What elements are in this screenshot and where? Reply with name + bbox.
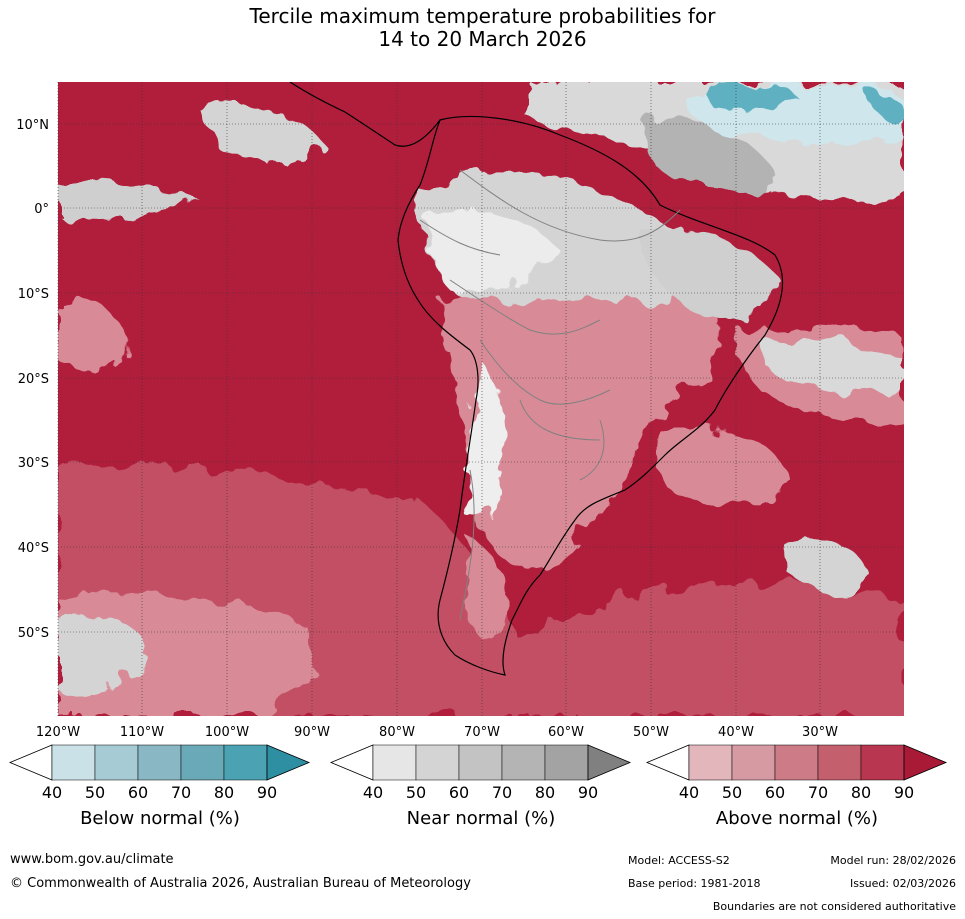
atlantic-below-mid-region bbox=[700, 84, 800, 110]
colorbar-above-segment bbox=[731, 744, 776, 781]
colorbar-below-low-arrow bbox=[8, 744, 53, 781]
colorbar-above-tick-label: 40 bbox=[679, 783, 699, 802]
lon-label-100w: 100°W bbox=[205, 725, 249, 740]
issued-date: Issued: 02/03/2026 bbox=[849, 877, 956, 890]
country-borders bbox=[419, 169, 681, 621]
lat-label-20s: 20°S bbox=[18, 372, 49, 387]
colorbar-near-tick-label: 90 bbox=[578, 783, 598, 802]
colorbar-below: 40 50 60 70 80 90 bbox=[8, 744, 311, 802]
colorbar-below-tick-label: 80 bbox=[214, 783, 234, 802]
south-atlantic-grey-region bbox=[760, 338, 904, 396]
south-pacific-grey-region bbox=[58, 616, 150, 694]
continent-above-light-region bbox=[440, 280, 721, 568]
title-line-2: 14 to 20 March 2026 bbox=[378, 27, 587, 51]
below-normal-label: Below normal (%) bbox=[80, 808, 240, 829]
colorbar-above: 40 50 60 70 80 90 bbox=[645, 744, 948, 802]
mid-atlantic-light-patch bbox=[657, 427, 790, 504]
base-period: Base period: 1981-2018 bbox=[628, 877, 761, 890]
colorbar-above-segment bbox=[774, 744, 819, 781]
probability-blobs bbox=[58, 82, 904, 716]
model-name: Model: ACCESS-S2 bbox=[628, 854, 730, 867]
south-pacific-light-region bbox=[58, 591, 313, 716]
colorbar-below-tick-label: 40 bbox=[42, 783, 62, 802]
colorbar-below-high-arrow bbox=[266, 744, 311, 781]
colorbar-near-high-arrow bbox=[587, 744, 632, 781]
lon-label-110w: 110°W bbox=[120, 725, 164, 740]
near-normal-label: Near normal (%) bbox=[406, 808, 556, 829]
colorbar-near-segment bbox=[501, 744, 546, 781]
website-link[interactable]: www.bom.gov.au/climate bbox=[10, 852, 174, 867]
lat-label-0: 0° bbox=[34, 202, 49, 217]
lon-label-60w: 60°W bbox=[548, 725, 584, 740]
colorbar-above-tick-label: 80 bbox=[851, 783, 871, 802]
above-normal-label: Above normal (%) bbox=[715, 808, 879, 829]
colorbar-below-tick-label: 50 bbox=[85, 783, 105, 802]
lon-label-40w: 40°W bbox=[718, 725, 754, 740]
colorbar-below-segment bbox=[223, 744, 268, 781]
colorbar-below-segment bbox=[137, 744, 182, 781]
colorbar-above-segment bbox=[688, 744, 733, 781]
colorbar-below-segment bbox=[180, 744, 225, 781]
south-pacific-light-band bbox=[58, 298, 122, 372]
colorbar-near-segment bbox=[415, 744, 460, 781]
colorbar-above-segment bbox=[817, 744, 862, 781]
lon-label-80w: 80°W bbox=[379, 725, 415, 740]
lon-label-120w: 120°W bbox=[36, 725, 80, 740]
colorbar-below-segment bbox=[51, 744, 96, 781]
colorbar-above-tick-label: 70 bbox=[808, 783, 828, 802]
central-america-coastline bbox=[289, 82, 441, 147]
lat-label-40s: 40°S bbox=[18, 541, 49, 556]
colorbar-below-tick-label: 60 bbox=[128, 783, 148, 802]
lon-label-90w: 90°W bbox=[294, 725, 330, 740]
lat-label-10n: 10°N bbox=[16, 118, 49, 133]
lat-label-30s: 30°S bbox=[18, 456, 49, 471]
pacific-grey-north-region bbox=[200, 106, 320, 164]
colorbar-above-high-arrow bbox=[903, 744, 948, 781]
chart-title: Tercile maximum temperature probabilitie… bbox=[0, 5, 965, 51]
colorbar-near-tick-label: 70 bbox=[492, 783, 512, 802]
map-field bbox=[58, 82, 904, 716]
colorbar-near-tick-label: 50 bbox=[406, 783, 426, 802]
andes-white-region bbox=[468, 360, 504, 522]
lon-label-50w: 50°W bbox=[633, 725, 669, 740]
graticule bbox=[57, 82, 904, 716]
colorbar-below-tick-label: 90 bbox=[257, 783, 277, 802]
pacific-grey-equator-region bbox=[58, 183, 200, 217]
mid-atlantic-grey-patch bbox=[780, 536, 870, 592]
colorbar-near-segment bbox=[458, 744, 503, 781]
copyright-text: © Commonwealth of Australia 2026, Austra… bbox=[10, 876, 471, 891]
colorbar-near-segment bbox=[372, 744, 417, 781]
lat-label-10s: 10°S bbox=[18, 287, 49, 302]
colorbar-above-tick-label: 50 bbox=[722, 783, 742, 802]
lat-label-50s: 50°S bbox=[18, 626, 49, 641]
colorbar-below-segment bbox=[94, 744, 139, 781]
colorbar-above-tick-label: 60 bbox=[765, 783, 785, 802]
atlantic-mid-grey-region bbox=[640, 118, 780, 191]
colorbar-near-tick-label: 60 bbox=[449, 783, 469, 802]
south-america-coastline bbox=[397, 115, 783, 676]
atlantic-below-east-region bbox=[870, 93, 904, 122]
colorbars: 40 50 60 70 80 90 40 50 60 70 80 90 40 50 60 70 80 90 bbox=[8, 744, 948, 802]
colorbar-near-tick-label: 80 bbox=[535, 783, 555, 802]
colorbar-near: 40 50 60 70 80 90 bbox=[329, 744, 632, 802]
colorbar-above-segment bbox=[860, 744, 905, 781]
colorbar-near-tick-label: 40 bbox=[363, 783, 383, 802]
title-line-1: Tercile maximum temperature probabilitie… bbox=[249, 4, 716, 28]
colorbar-near-low-arrow bbox=[329, 744, 374, 781]
colorbar-below-tick-label: 70 bbox=[171, 783, 191, 802]
colorbar-above-tick-label: 90 bbox=[894, 783, 914, 802]
colorbar-near-segment bbox=[544, 744, 589, 781]
model-run: Model run: 28/02/2026 bbox=[830, 854, 956, 867]
lon-label-30w: 30°W bbox=[802, 725, 838, 740]
amazon-white-region bbox=[428, 210, 560, 293]
brazil-east-grey-region bbox=[640, 228, 780, 320]
disclaimer: Boundaries are not considered authoritat… bbox=[712, 900, 956, 913]
patagonia-light-region bbox=[464, 540, 509, 642]
colorbar-above-low-arrow bbox=[645, 744, 690, 781]
lon-label-70w: 70°W bbox=[464, 725, 500, 740]
